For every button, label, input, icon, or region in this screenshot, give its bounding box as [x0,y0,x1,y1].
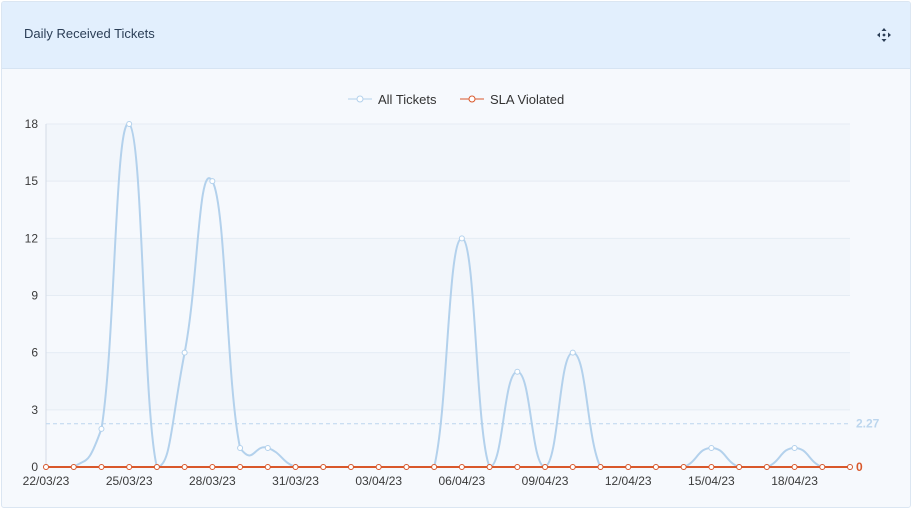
y-tick-label: 15 [25,174,39,188]
sla-violated-legend-marker [468,95,476,103]
all-tickets-point [181,349,188,356]
y-tick-label: 3 [31,403,38,417]
sla-violated-point [320,464,327,470]
y-tick-label: 12 [25,231,39,245]
sla-violated-point [70,464,77,470]
sla-violated-point [347,464,354,470]
sla-violated-point [292,464,299,470]
x-tick-label: 03/04/23 [355,474,402,488]
sla-violated-point [819,464,826,470]
sla-violated-point [652,464,659,470]
all-tickets-point [126,121,133,127]
line-chart: 0 3 6 9 12 15 18 22/03/23 25/03/23 28/03/23 31/03/… [23,92,880,488]
sla-violated-point [431,464,438,470]
x-tick-label: 06/04/23 [439,474,486,488]
sla-violated-point [680,464,687,470]
card-title: Daily Received Tickets [24,26,155,41]
x-tick-label: 15/04/23 [688,474,735,488]
sla-violated-point [43,464,49,470]
all-tickets-point [209,178,216,185]
sla-violated-point [569,464,576,470]
x-tick-label: 31/03/23 [272,474,319,488]
grid-band [46,352,850,410]
all-tickets-point [791,444,798,451]
x-tick-label: 25/03/23 [106,474,153,488]
all-tickets-point [514,368,521,375]
all-tickets-legend-marker [356,95,364,103]
all-tickets-point [264,444,271,451]
sla-violated-point [625,464,632,470]
sla-violated-point [126,464,133,470]
sla-violated-point [736,464,743,470]
sla-violated-point [542,464,549,470]
y-tick-label: 6 [31,346,38,360]
all-tickets-point [708,444,715,451]
average-label: 2.27 [856,417,880,431]
sla-violated-point [403,464,410,470]
sla-violated-point [708,464,715,470]
sla-violated-point [791,464,798,470]
sla-violated-point [237,464,244,470]
all-tickets-legend-label: All Tickets [378,92,437,107]
sla-end-label: 0 [856,460,863,474]
sla-violated-legend-label: SLA Violated [490,92,564,107]
sla-violated-point [847,464,853,470]
all-tickets-point [98,425,105,432]
sla-violated-point [486,464,493,470]
sla-violated-point [181,464,188,470]
sla-violated-point [458,464,465,470]
x-tick-label: 12/04/23 [605,474,652,488]
x-tick-label: 22/03/23 [23,474,70,488]
grid-band [46,124,850,182]
sla-violated-point [209,464,216,470]
x-tick-label: 28/03/23 [189,474,236,488]
y-tick-label: 9 [31,289,38,303]
grid-band [46,238,850,296]
move-arrows-icon[interactable] [876,27,892,43]
chart-area: 0 3 6 9 12 15 18 22/03/23 25/03/23 28/03/23 31/03/… [2,69,910,507]
y-tick-label: 0 [31,460,38,474]
sla-violated-point [264,464,271,470]
all-tickets-point [569,349,576,356]
sla-violated-point [763,464,770,470]
sla-violated-point [153,464,160,470]
all-tickets-point [237,444,244,451]
sla-violated-point [98,464,105,470]
sla-violated-point [375,464,382,470]
sla-violated-point [597,464,604,470]
x-tick-label: 09/04/23 [522,474,569,488]
y-tick-label: 18 [25,117,39,131]
card-header: Daily Received Tickets [2,2,910,69]
all-tickets-point [458,235,465,242]
x-tick-label: 18/04/23 [771,474,818,488]
sla-violated-point [514,464,521,470]
